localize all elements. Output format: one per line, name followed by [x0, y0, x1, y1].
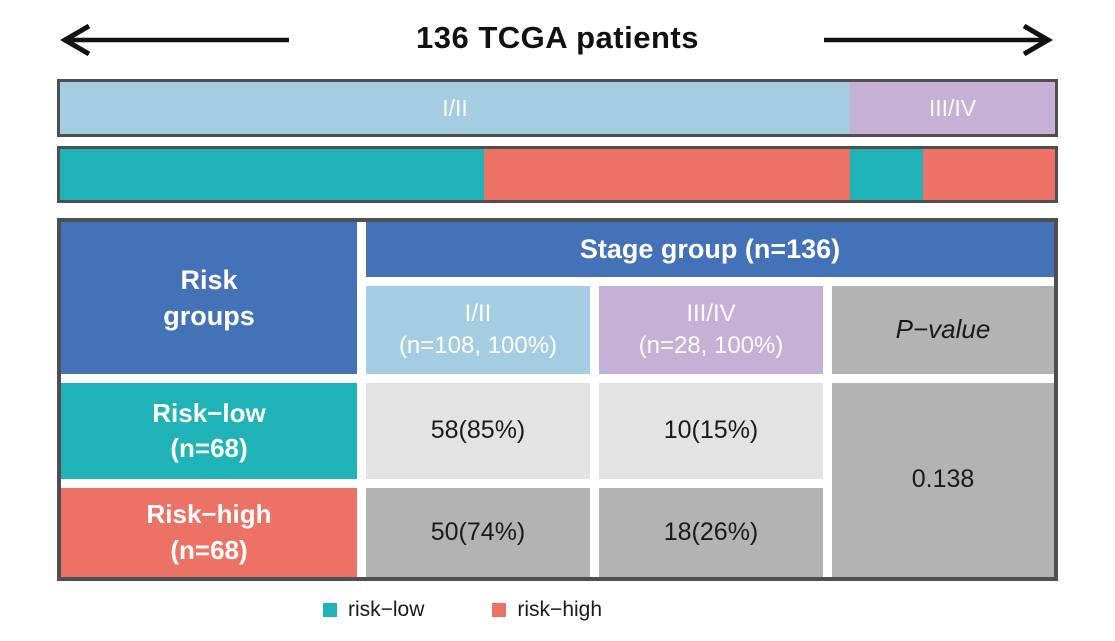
risk-distribution-bar — [57, 146, 1058, 203]
risk-high-label-line2: (n=68) — [170, 534, 248, 565]
right-arrow-icon — [824, 23, 1053, 57]
risk-high-stage-1-2-value-cell: 50(74%) — [366, 488, 590, 577]
stage-1-2-column-header-cell: I/II (n=108, 100%) — [366, 286, 590, 374]
risk-high-stage-3-4-value-cell: 18(26%) — [599, 488, 823, 577]
left-arrow-icon — [60, 23, 289, 57]
risk-high-swatch-icon — [492, 603, 507, 617]
risk-low-label-line1: Risk−low — [152, 397, 266, 428]
risk-low-swatch-icon — [322, 603, 337, 617]
risk-low-stage-1-2-value-cell: 58(85%) — [366, 383, 590, 479]
risk-high-label-line1: Risk−high — [146, 499, 272, 530]
risk-high-in-stage-3-4-segment — [923, 149, 1055, 200]
stage-3-4-header-line1: III/IV — [686, 299, 736, 327]
stage-1-2-header-line1: I/II — [464, 299, 492, 327]
stage-3-4-header-line2: (n=28, 100%) — [638, 332, 784, 359]
legend-risk-high-label: risk−high — [517, 598, 603, 621]
p-value-header-label: P−value — [895, 314, 991, 345]
stage-1-2-header-line2: (n=108, 100%) — [398, 332, 558, 359]
stage-3-4-column-header-cell: III/IV (n=28, 100%) — [599, 286, 823, 374]
risk-low-stage-1-2-value: 58(85%) — [430, 416, 526, 445]
risk-low-in-stage-1-2-segment — [60, 149, 485, 200]
legend-risk-low-label: risk−low — [347, 598, 425, 621]
risk-low-stage-3-4-value: 10(15%) — [663, 416, 759, 445]
legend-item-risk-low: risk−low — [322, 598, 425, 622]
p-value-header-cell: P−value — [832, 286, 1054, 374]
risk-groups-header-line1: Risk — [180, 264, 238, 295]
risk-groups-header-line2: groups — [163, 301, 255, 331]
risk-low-label-line2: (n=68) — [170, 433, 248, 463]
stage-group-header-label: Stage group (n=136) — [579, 234, 841, 265]
stage-1-2-segment: I/II — [60, 82, 851, 134]
figure-title: 136 TCGA patients — [416, 20, 699, 55]
legend-item-risk-high: risk−high — [492, 598, 602, 622]
p-value-cell: 0.138 — [832, 383, 1054, 577]
risk-high-in-stage-1-2-segment — [484, 149, 851, 200]
contingency-table: Risk groups Stage group (n=136) I/II (n=… — [57, 218, 1058, 581]
stage-3-4-segment: III/IV — [850, 82, 1055, 134]
legend: risk−low risk−high — [0, 598, 963, 622]
risk-high-stage-3-4-value: 18(26%) — [663, 517, 759, 546]
p-value: 0.138 — [911, 465, 975, 494]
risk-low-row-header-cell: Risk−low (n=68) — [61, 383, 357, 479]
risk-high-row-header-cell: Risk−high (n=68) — [61, 488, 357, 577]
risk-high-stage-1-2-value: 50(74%) — [430, 517, 526, 546]
risk-low-stage-3-4-value-cell: 10(15%) — [599, 383, 823, 479]
stage-group-header-cell: Stage group (n=136) — [366, 222, 1054, 277]
risk-low-in-stage-3-4-segment — [850, 149, 924, 200]
risk-groups-header-cell: Risk groups — [61, 222, 357, 374]
stage-distribution-bar: I/II III/IV — [57, 79, 1058, 137]
